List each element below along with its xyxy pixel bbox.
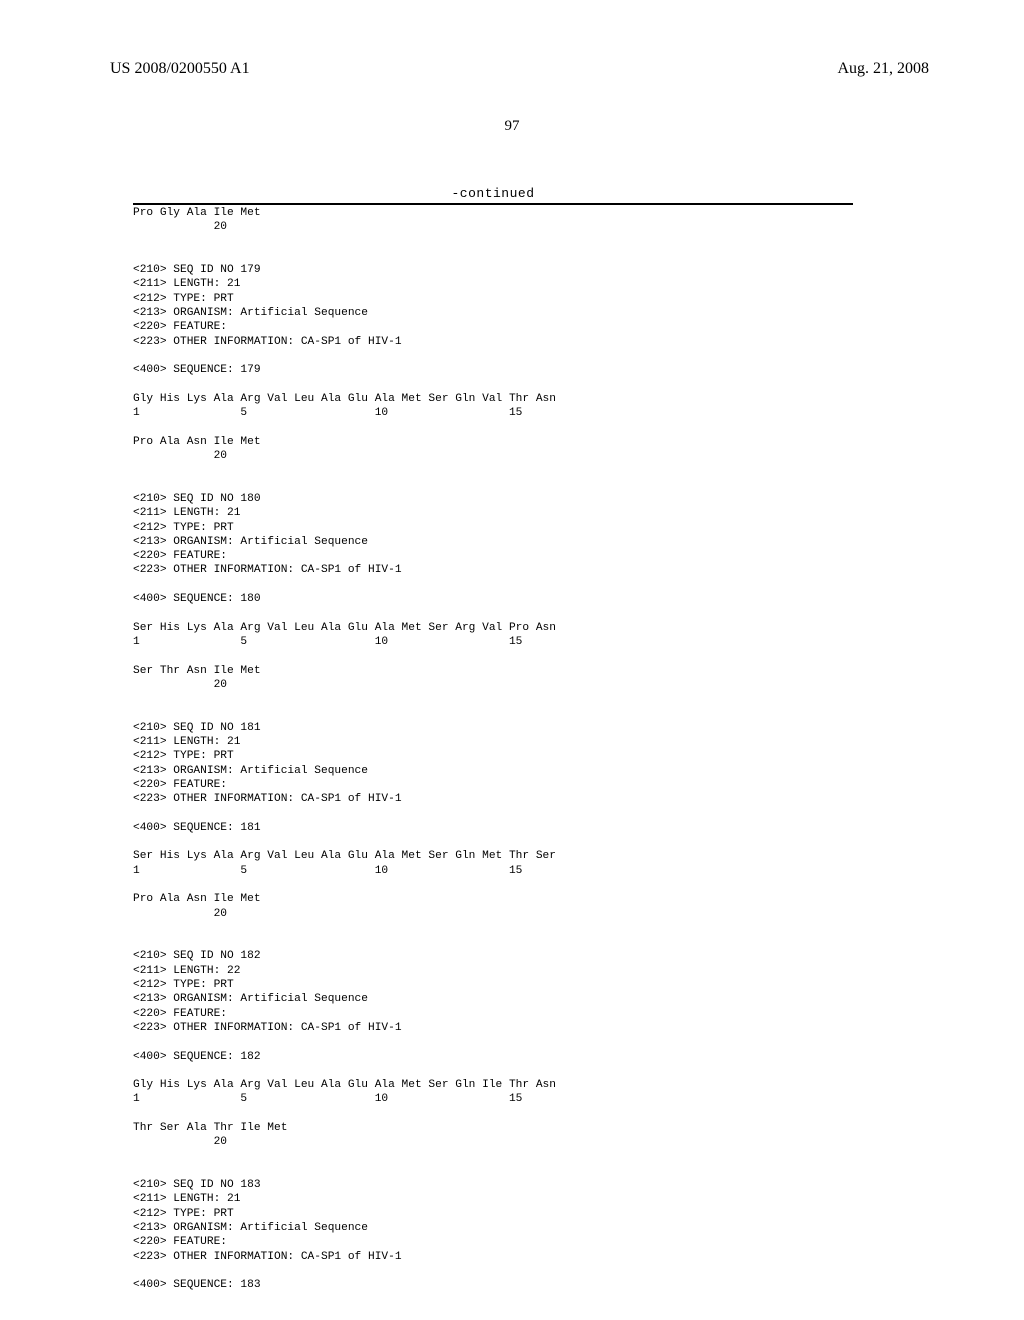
seq-line: 1 5 10 15 <box>133 636 522 648</box>
page-number: 97 <box>0 118 1024 135</box>
seq-line: 20 <box>133 221 227 233</box>
seq-line: <213> ORGANISM: Artificial Sequence <box>133 1222 368 1234</box>
seq-line: <211> LENGTH: 21 <box>133 507 240 519</box>
seq-line: 20 <box>133 450 227 462</box>
seq-line: <223> OTHER INFORMATION: CA-SP1 of HIV-1 <box>133 336 402 348</box>
seq-line: <220> FEATURE: <box>133 1236 227 1248</box>
seq-line: <213> ORGANISM: Artificial Sequence <box>133 765 368 777</box>
seq-line: 1 5 10 15 <box>133 407 522 419</box>
seq-line: <223> OTHER INFORMATION: CA-SP1 of HIV-1 <box>133 564 402 576</box>
continued-label: -continued <box>133 186 853 201</box>
seq-line: 20 <box>133 1136 227 1148</box>
page-header: US 2008/0200550 A1 Aug. 21, 2008 <box>0 60 1024 78</box>
seq-line: Pro Gly Ala Ile Met <box>133 207 261 219</box>
seq-line: Pro Ala Asn Ile Met <box>133 436 261 448</box>
seq-line: <210> SEQ ID NO 183 <box>133 1179 261 1191</box>
seq-line: Ser Thr Asn Ile Met <box>133 665 261 677</box>
seq-line: <223> OTHER INFORMATION: CA-SP1 of HIV-1 <box>133 1251 402 1263</box>
seq-line: <220> FEATURE: <box>133 321 227 333</box>
seq-line: <210> SEQ ID NO 181 <box>133 722 261 734</box>
seq-line: <213> ORGANISM: Artificial Sequence <box>133 307 368 319</box>
seq-line: <220> FEATURE: <box>133 779 227 791</box>
publication-date: Aug. 21, 2008 <box>837 60 929 78</box>
seq-line: <210> SEQ ID NO 179 <box>133 264 261 276</box>
seq-line: <212> TYPE: PRT <box>133 293 234 305</box>
seq-line: Ser His Lys Ala Arg Val Leu Ala Glu Ala … <box>133 622 556 634</box>
seq-line: <213> ORGANISM: Artificial Sequence <box>133 536 368 548</box>
seq-line: 20 <box>133 908 227 920</box>
seq-line: <211> LENGTH: 21 <box>133 1193 240 1205</box>
seq-line: <212> TYPE: PRT <box>133 1208 234 1220</box>
continued-block: -continued <box>133 186 853 205</box>
seq-line: <211> LENGTH: 22 <box>133 965 240 977</box>
publication-number: US 2008/0200550 A1 <box>110 60 250 78</box>
seq-line: <400> SEQUENCE: 183 <box>133 1279 261 1291</box>
divider <box>133 203 853 205</box>
seq-line: Pro Ala Asn Ile Met <box>133 893 261 905</box>
seq-line: <400> SEQUENCE: 181 <box>133 822 261 834</box>
seq-line: <223> OTHER INFORMATION: CA-SP1 of HIV-1 <box>133 793 402 805</box>
seq-line: <400> SEQUENCE: 179 <box>133 364 261 376</box>
seq-line: <223> OTHER INFORMATION: CA-SP1 of HIV-1 <box>133 1022 402 1034</box>
seq-line: <213> ORGANISM: Artificial Sequence <box>133 993 368 1005</box>
seq-line: <210> SEQ ID NO 182 <box>133 950 261 962</box>
seq-line: Thr Ser Ala Thr Ile Met <box>133 1122 287 1134</box>
seq-line: <220> FEATURE: <box>133 1008 227 1020</box>
seq-line: <212> TYPE: PRT <box>133 750 234 762</box>
seq-line: <211> LENGTH: 21 <box>133 278 240 290</box>
seq-line: <212> TYPE: PRT <box>133 522 234 534</box>
seq-line: <220> FEATURE: <box>133 550 227 562</box>
seq-line: 20 <box>133 679 227 691</box>
seq-line: 1 5 10 15 <box>133 865 522 877</box>
seq-line: <400> SEQUENCE: 182 <box>133 1051 261 1063</box>
seq-line: 1 5 10 15 <box>133 1093 522 1105</box>
seq-line: <400> SEQUENCE: 180 <box>133 593 261 605</box>
seq-line: <212> TYPE: PRT <box>133 979 234 991</box>
seq-line: Gly His Lys Ala Arg Val Leu Ala Glu Ala … <box>133 393 556 405</box>
seq-line: Gly His Lys Ala Arg Val Leu Ala Glu Ala … <box>133 1079 556 1091</box>
seq-line: Ser His Lys Ala Arg Val Leu Ala Glu Ala … <box>133 850 556 862</box>
seq-line: <211> LENGTH: 21 <box>133 736 240 748</box>
seq-line: <210> SEQ ID NO 180 <box>133 493 261 505</box>
sequence-listing: Pro Gly Ala Ile Met 20 <210> SEQ ID NO 1… <box>133 206 853 1293</box>
